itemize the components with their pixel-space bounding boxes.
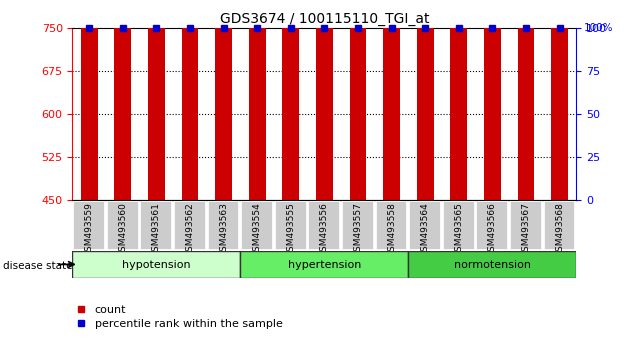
FancyBboxPatch shape (106, 201, 137, 249)
FancyBboxPatch shape (174, 201, 205, 249)
FancyBboxPatch shape (275, 201, 306, 249)
FancyBboxPatch shape (207, 201, 238, 249)
Text: 100%: 100% (583, 23, 613, 33)
Bar (417, 0, 433, 200)
Text: GSM493568: GSM493568 (555, 202, 564, 257)
Text: GSM493561: GSM493561 (152, 202, 161, 257)
FancyBboxPatch shape (510, 201, 541, 249)
Bar (518, 0, 534, 200)
Text: GSM493557: GSM493557 (353, 202, 362, 257)
FancyBboxPatch shape (476, 201, 507, 249)
Text: hypotension: hypotension (122, 259, 191, 270)
Bar (249, 0, 266, 200)
Text: GSM493559: GSM493559 (85, 202, 94, 257)
Text: hypertension: hypertension (288, 259, 361, 270)
FancyBboxPatch shape (308, 201, 339, 249)
FancyBboxPatch shape (409, 201, 440, 249)
Bar (316, 0, 333, 200)
Legend: count, percentile rank within the sample: count, percentile rank within the sample (72, 301, 287, 333)
Bar (215, 0, 232, 200)
FancyBboxPatch shape (375, 201, 406, 249)
Text: disease state: disease state (3, 261, 72, 271)
Text: GSM493567: GSM493567 (522, 202, 530, 257)
FancyBboxPatch shape (73, 201, 104, 249)
Text: GSM493560: GSM493560 (118, 202, 127, 257)
FancyBboxPatch shape (544, 201, 575, 249)
Bar (81, 0, 98, 200)
Text: GSM493565: GSM493565 (454, 202, 463, 257)
Bar (148, 0, 165, 200)
Text: GSM493556: GSM493556 (320, 202, 329, 257)
Bar (450, 0, 467, 200)
FancyBboxPatch shape (408, 251, 576, 278)
FancyBboxPatch shape (443, 201, 474, 249)
Text: GSM493554: GSM493554 (253, 202, 261, 257)
FancyBboxPatch shape (72, 251, 241, 278)
FancyBboxPatch shape (241, 251, 408, 278)
Bar (115, 0, 131, 200)
Text: GSM493562: GSM493562 (186, 202, 195, 257)
Text: GSM493558: GSM493558 (387, 202, 396, 257)
Text: GSM493566: GSM493566 (488, 202, 497, 257)
Text: GSM493555: GSM493555 (287, 202, 295, 257)
Bar (350, 0, 367, 200)
Text: GSM493564: GSM493564 (421, 202, 430, 257)
Bar (551, 0, 568, 200)
Bar (383, 0, 400, 200)
FancyBboxPatch shape (342, 201, 373, 249)
Bar (484, 0, 501, 200)
Text: GSM493563: GSM493563 (219, 202, 228, 257)
Bar (181, 0, 198, 200)
Text: normotension: normotension (454, 259, 531, 270)
Bar (282, 0, 299, 200)
FancyBboxPatch shape (140, 201, 171, 249)
Title: GDS3674 / 100115110_TGI_at: GDS3674 / 100115110_TGI_at (220, 12, 429, 26)
FancyBboxPatch shape (241, 201, 272, 249)
